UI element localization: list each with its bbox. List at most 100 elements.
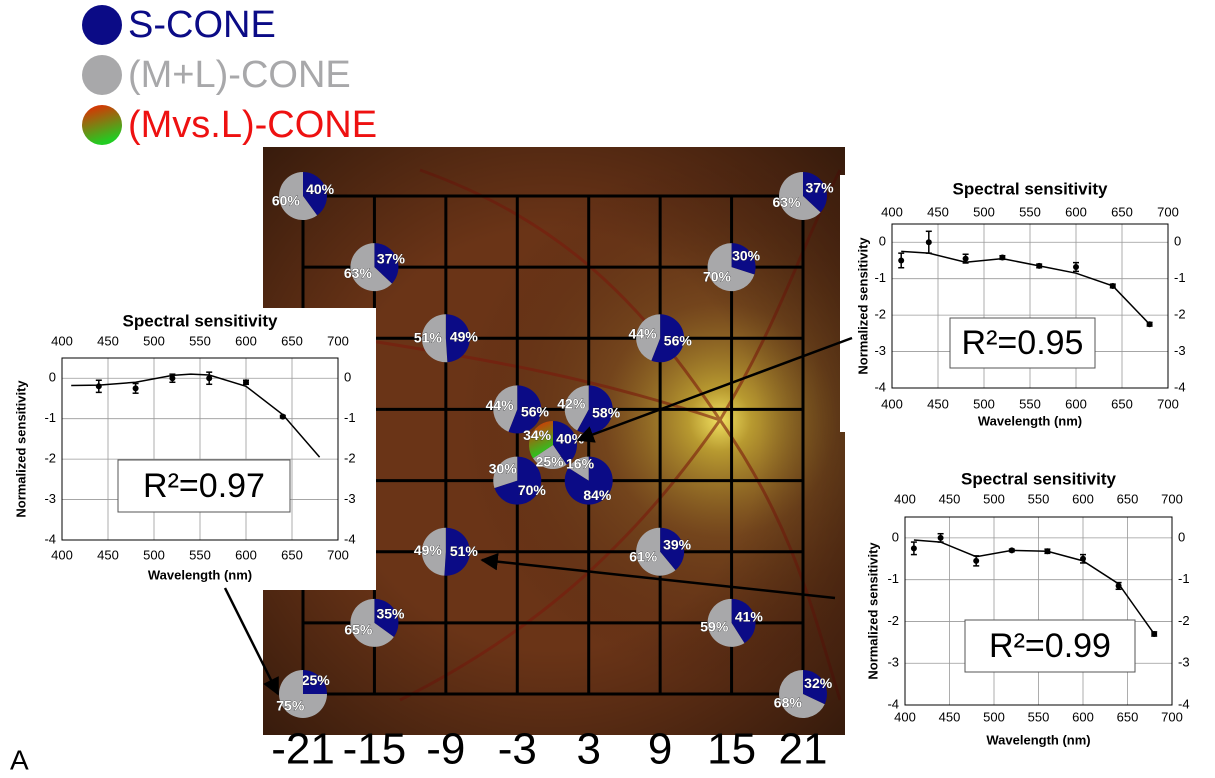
pie: 30%70% xyxy=(703,243,761,292)
x-tick-label: 500 xyxy=(973,204,995,219)
legend-label: (M+L)-CONE xyxy=(128,54,351,96)
panel-label: A xyxy=(10,744,29,775)
pie: 70%30% xyxy=(488,456,547,505)
y-axis-label: Normalized sensitivity xyxy=(855,237,870,375)
y-tick-label: -2 xyxy=(1174,307,1186,322)
y-tick-label: -1 xyxy=(1174,270,1186,285)
y-tick-label: -4 xyxy=(344,531,356,546)
x-tick-label: 450 xyxy=(97,547,119,562)
y-tick-label: -1 xyxy=(887,571,899,586)
y-tick-label: -3 xyxy=(1178,655,1190,670)
pie-slice xyxy=(494,456,542,505)
pie-label: 42% xyxy=(557,396,586,412)
spectral-chart: Spectral sensitivity Wavelength (nm) Norma… xyxy=(840,175,1215,432)
pie: 51% 49% xyxy=(414,527,479,576)
pie-label: 60% xyxy=(272,192,301,208)
pie-label: 68% xyxy=(774,694,803,710)
pie-slice xyxy=(778,172,821,221)
pie-slice xyxy=(421,527,446,576)
pie-slice xyxy=(707,598,745,647)
y-tick-label: 0 xyxy=(879,234,886,249)
legend-label: (Mvs.L)-CONE xyxy=(128,104,377,146)
pie: 39% 61% xyxy=(629,527,692,576)
pie-slice xyxy=(445,314,470,363)
y-axis-label: Normalized sensitivity xyxy=(13,380,28,518)
data-point xyxy=(1146,321,1153,328)
data-point xyxy=(898,257,905,264)
y-tick-label: -2 xyxy=(887,613,899,628)
plot-frame xyxy=(904,516,1173,706)
y-tick-label: -4 xyxy=(887,696,899,711)
pie-label: 63% xyxy=(772,194,801,210)
pie-slice xyxy=(508,385,542,434)
pie-slice xyxy=(553,421,577,465)
pie-label: 56% xyxy=(664,332,693,348)
chart-title: Spectral sensitivity xyxy=(953,179,1109,198)
y-tick-label: -3 xyxy=(44,491,56,506)
pie: 58% 42% xyxy=(557,385,621,434)
pie-slice xyxy=(651,314,685,363)
data-point xyxy=(169,375,176,382)
y-tick-label: -3 xyxy=(887,655,899,670)
pie-label: 37% xyxy=(806,180,835,196)
pie-label: 32% xyxy=(804,675,833,691)
x-tick-label: 400 xyxy=(894,491,916,506)
x-tick-label: 450 xyxy=(97,333,119,348)
x-tick-label: -3 xyxy=(498,725,537,774)
x-tick-label: -9 xyxy=(426,725,465,774)
pie-slice xyxy=(374,243,399,284)
x-axis-label: Wavelength (nm) xyxy=(148,567,252,582)
x-tick-label: 450 xyxy=(927,396,949,411)
pie-slice xyxy=(803,172,827,213)
x-tick-label: 550 xyxy=(189,547,211,562)
spectral-chart: Spectral sensitivity Wavelength (nm) Norma… xyxy=(13,308,376,590)
arrow xyxy=(576,336,853,443)
pie: 56% 44% xyxy=(485,385,550,434)
x-tick-label: 3 xyxy=(576,725,600,774)
data-point xyxy=(973,557,980,564)
x-tick-label: 400 xyxy=(51,333,73,348)
plot-frame xyxy=(61,357,339,541)
pie-label: 49% xyxy=(450,328,479,344)
x-tick-label: 600 xyxy=(1072,709,1094,724)
data-point xyxy=(243,379,249,386)
data-point xyxy=(1008,547,1015,554)
x-tick-label: 400 xyxy=(881,396,903,411)
y-tick-label: 0 xyxy=(1178,529,1185,544)
x-tick-label: 400 xyxy=(894,709,916,724)
pie-slice xyxy=(279,172,318,220)
pie: 32%68% xyxy=(773,670,833,719)
x-tick-label: 450 xyxy=(939,709,961,724)
x-tick-label: 650 xyxy=(1117,491,1139,506)
pie-slice xyxy=(568,456,589,481)
pie-slice xyxy=(660,527,685,571)
x-tick-label: 550 xyxy=(189,333,211,348)
y-tick-label: -4 xyxy=(44,531,56,546)
pie-label: 70% xyxy=(703,268,732,284)
x-tick-label: 550 xyxy=(1019,396,1041,411)
pie-label: 39% xyxy=(663,536,692,552)
x-tick-label: 700 xyxy=(1157,396,1179,411)
pie-label: 59% xyxy=(700,619,729,635)
data-point xyxy=(206,375,213,382)
pie-label: 63% xyxy=(344,265,373,281)
y-axis-label: Normalized sensitivity xyxy=(865,542,880,680)
x-tick-label: 700 xyxy=(1157,204,1179,219)
pie-label: 70% xyxy=(518,482,547,498)
x-tick-label: 500 xyxy=(143,547,165,562)
data-point xyxy=(910,545,917,552)
pie-label: 51% xyxy=(414,330,443,346)
arrow xyxy=(223,587,280,696)
annotation-box xyxy=(949,317,1096,369)
pie-slice xyxy=(493,456,518,488)
pie-slice xyxy=(731,598,756,644)
data-point xyxy=(1115,582,1122,589)
spectral-charts: Spectral sensitivity Wavelength (nm) Norma… xyxy=(13,175,1215,760)
y-tick-label: -1 xyxy=(344,410,356,425)
fit-line xyxy=(71,373,321,458)
data-point xyxy=(937,534,944,541)
y-tick-label: -1 xyxy=(1178,571,1190,586)
x-tick-label: 700 xyxy=(1161,709,1183,724)
x-tick-label: 600 xyxy=(1065,396,1087,411)
pie: 49% 51% xyxy=(414,314,479,363)
